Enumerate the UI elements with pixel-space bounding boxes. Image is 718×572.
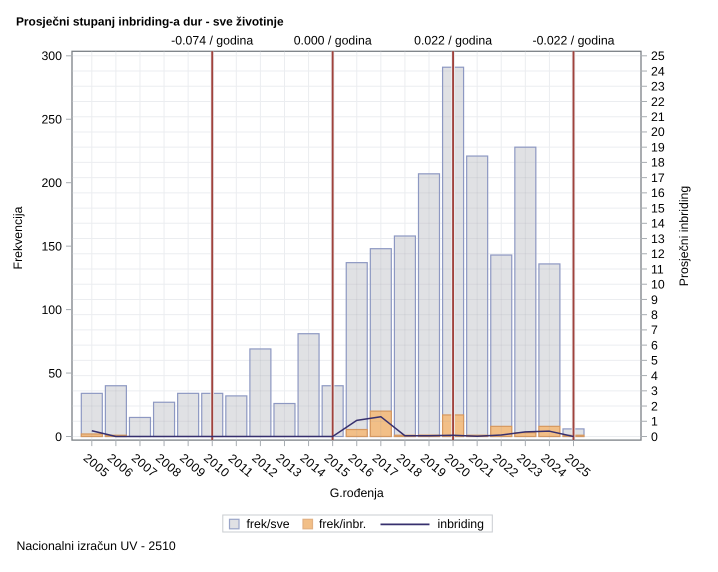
svg-text:19: 19: [651, 140, 665, 154]
svg-text:frek/sve: frek/sve: [247, 517, 290, 531]
svg-text:10: 10: [651, 278, 665, 292]
svg-text:23: 23: [651, 80, 665, 94]
svg-text:100: 100: [41, 303, 62, 317]
svg-text:20: 20: [651, 125, 665, 139]
svg-text:-0.074 / godina: -0.074 / godina: [171, 34, 253, 48]
svg-text:250: 250: [41, 113, 62, 127]
svg-text:17: 17: [651, 171, 665, 185]
svg-text:G.rođenja: G.rođenja: [330, 486, 384, 500]
svg-text:5: 5: [651, 354, 658, 368]
svg-text:200: 200: [41, 176, 62, 190]
svg-text:inbriding: inbriding: [438, 517, 485, 531]
svg-text:0.022 / godina: 0.022 / godina: [414, 34, 492, 48]
svg-text:6: 6: [651, 338, 658, 352]
svg-text:22: 22: [651, 95, 665, 109]
svg-text:13: 13: [651, 232, 665, 246]
svg-text:300: 300: [41, 49, 62, 63]
svg-text:15: 15: [651, 201, 665, 215]
svg-text:12: 12: [651, 247, 665, 261]
svg-text:0: 0: [651, 430, 658, 444]
svg-text:3: 3: [651, 384, 658, 398]
svg-text:8: 8: [651, 308, 658, 322]
svg-text:16: 16: [651, 186, 665, 200]
svg-text:18: 18: [651, 156, 665, 170]
svg-text:4: 4: [651, 369, 658, 383]
svg-text:-0.022 / godina: -0.022 / godina: [532, 34, 614, 48]
svg-text:Nacionalni izračun UV - 2510: Nacionalni izračun UV - 2510: [17, 539, 176, 553]
svg-text:150: 150: [41, 239, 62, 253]
svg-text:0: 0: [55, 430, 62, 444]
svg-text:21: 21: [651, 110, 665, 124]
svg-text:9: 9: [651, 293, 658, 307]
svg-text:24: 24: [651, 64, 665, 78]
svg-text:Frekvencija: Frekvencija: [11, 206, 25, 269]
svg-text:Prosječni inbriding: Prosječni inbriding: [677, 186, 691, 287]
svg-text:14: 14: [651, 217, 665, 231]
svg-text:0.000 / godina: 0.000 / godina: [294, 34, 372, 48]
svg-text:2: 2: [651, 399, 658, 413]
svg-text:Prosječni stupanj inbriding-a: Prosječni stupanj inbriding-a dur - sve …: [16, 14, 284, 28]
svg-text:7: 7: [651, 323, 658, 337]
svg-text:11: 11: [651, 262, 664, 276]
svg-text:25: 25: [651, 49, 665, 63]
svg-text:1: 1: [651, 415, 658, 429]
svg-text:frek/inbr.: frek/inbr.: [319, 517, 366, 531]
svg-text:50: 50: [48, 366, 62, 380]
